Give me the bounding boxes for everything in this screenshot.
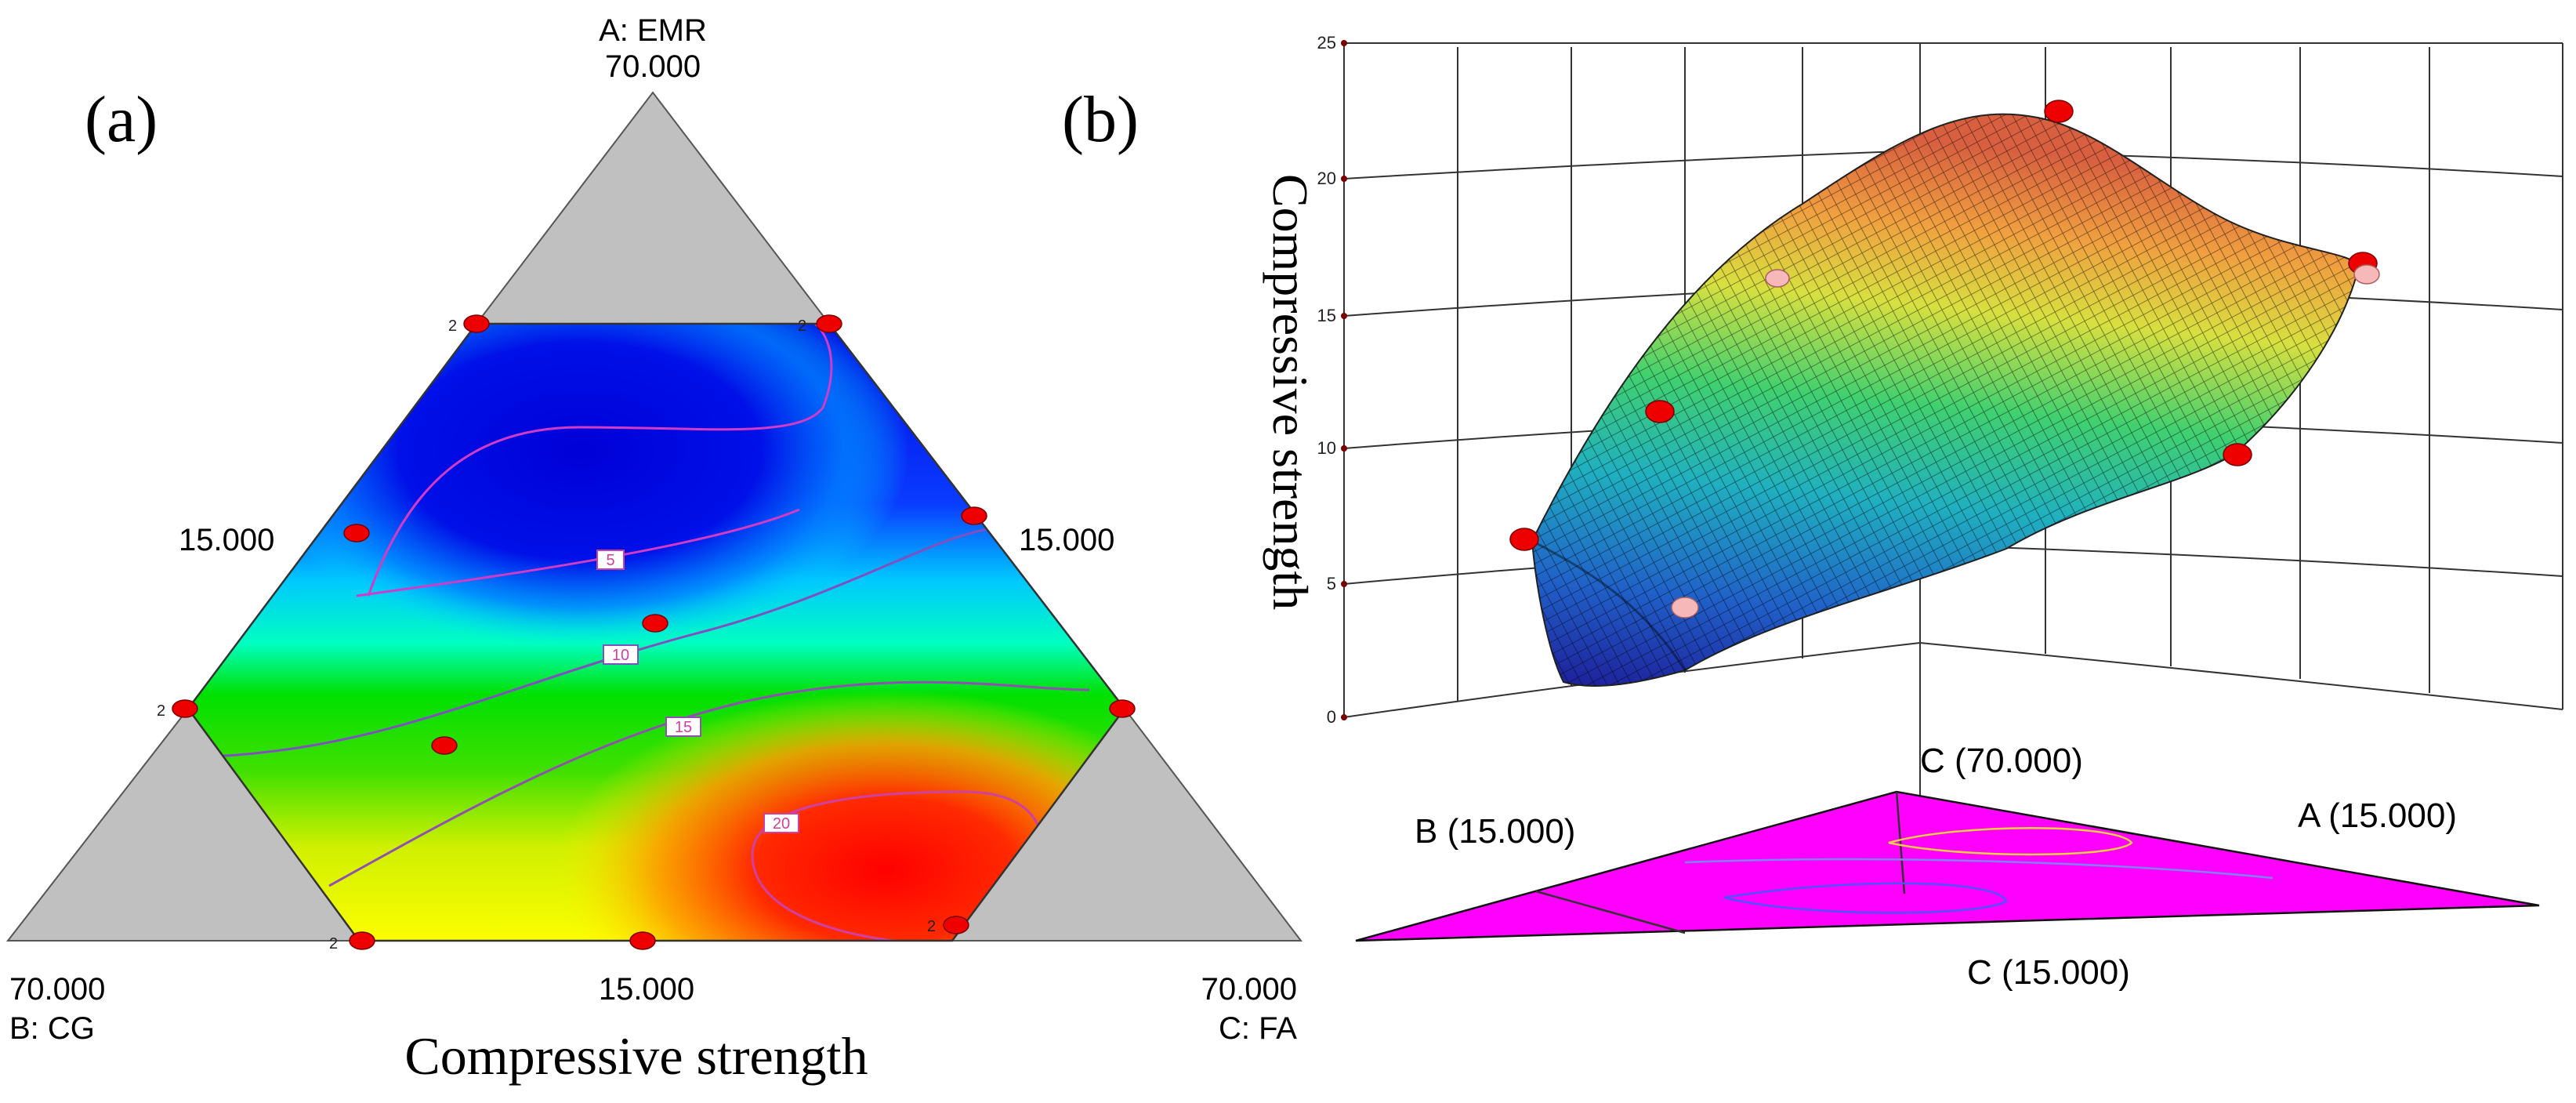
replicate-marker: 2 [157, 702, 165, 720]
vertex-a-value: 70.000 [605, 49, 701, 84]
corner-triangle-a [474, 91, 831, 325]
design-point [2223, 443, 2252, 466]
vertex-b-value: 70.000 [9, 972, 105, 1007]
design-point [943, 916, 969, 934]
design-point [629, 931, 656, 950]
z-tick-label: 5 [1327, 574, 1336, 593]
contour-line-15 [328, 680, 1090, 887]
design-point [2353, 264, 2380, 285]
vertex-c-label: C: FA [1219, 1011, 1297, 1046]
base-label-a: A (15.000) [2298, 796, 2457, 835]
contour-label-20: 20 [763, 813, 799, 833]
panel-a-label: (a) [85, 83, 158, 156]
z-ticks [1341, 40, 1347, 720]
z-tick-labels: 25 20 15 10 5 0 [1317, 33, 1336, 727]
design-point [1109, 699, 1136, 718]
vertex-a-label: A: EMR [599, 13, 707, 48]
panel-a-title: Compressive strength [404, 1026, 868, 1086]
design-point [172, 699, 198, 718]
design-point [1645, 400, 1675, 423]
contour-label-10: 10 [603, 644, 639, 665]
svg-text:5: 5 [606, 552, 614, 569]
base-triangle [1355, 790, 2540, 942]
design-point [343, 524, 370, 542]
replicate-marker: 2 [329, 935, 338, 952]
design-point [816, 314, 842, 333]
surface-points [1509, 100, 2378, 551]
z-tick-label: 25 [1317, 33, 1336, 53]
svg-text:10: 10 [612, 647, 629, 664]
z-axis-title: Compressive strength [1263, 174, 1318, 610]
panel-b-label: (b) [1062, 83, 1139, 156]
z-tick-label: 20 [1317, 169, 1336, 188]
design-point [431, 736, 458, 755]
contour-line-10 [211, 528, 988, 758]
contour-label-15: 15 [665, 717, 701, 737]
design-points [172, 314, 1136, 950]
edge-label-left: 15.000 [179, 523, 274, 557]
z-tick-label: 0 [1327, 707, 1336, 727]
svg-text:20: 20 [773, 815, 790, 833]
design-point [961, 506, 987, 525]
design-point [349, 931, 375, 950]
svg-text:15: 15 [675, 719, 692, 736]
contour-line-5 [367, 324, 833, 597]
design-point [463, 314, 490, 333]
vertex-b-label: B: CG [9, 1011, 95, 1046]
design-point [642, 614, 668, 633]
base-label-c-bottom: C (15.000) [1967, 953, 2130, 992]
response-surface [1531, 113, 2360, 687]
design-point [1671, 597, 1699, 619]
base-label-c-top: C (70.000) [1920, 742, 2083, 780]
z-tick-label: 15 [1317, 306, 1336, 325]
edge-label-right: 15.000 [1019, 523, 1114, 557]
design-point [1509, 528, 1539, 551]
hidden-points [1671, 264, 2380, 619]
replicate-marker: 2 [448, 317, 457, 335]
contour-label-5: 5 [596, 550, 625, 570]
panel-b: (b) [1062, 33, 2563, 992]
base-contours [1535, 791, 2273, 934]
replicate-markers: 2 2 2 2 2 [157, 317, 936, 952]
replicate-marker: 2 [798, 317, 806, 335]
panel-a: (a) 5 10 15 [5, 13, 1303, 1086]
vertex-c-value: 70.000 [1201, 972, 1297, 1007]
replicate-marker: 2 [927, 918, 936, 935]
design-point [1765, 269, 1790, 288]
edge-label-bottom: 15.000 [599, 972, 694, 1007]
base-label-b: B (15.000) [1415, 812, 1575, 851]
contour-line-20 [751, 790, 1044, 941]
z-tick-label: 10 [1317, 438, 1336, 458]
design-point [2044, 100, 2074, 123]
